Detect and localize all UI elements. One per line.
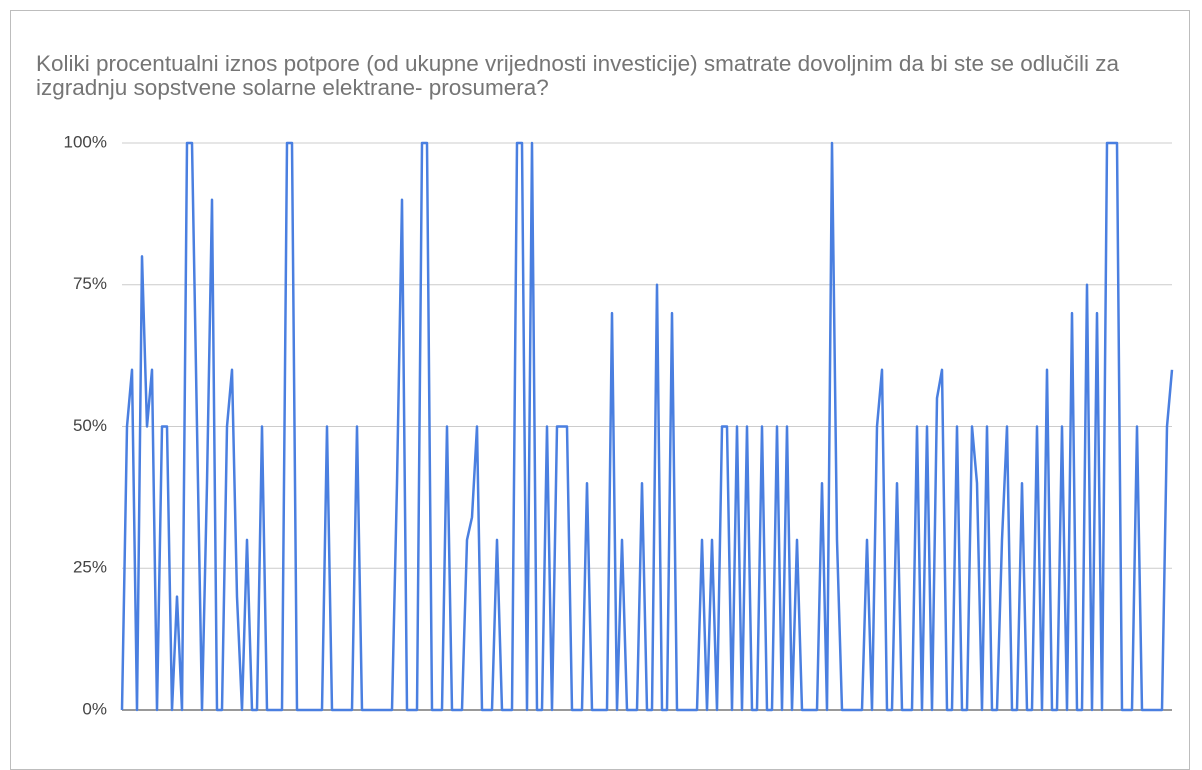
y-tick-label: 100% bbox=[64, 132, 107, 151]
chart: 0% 25% 50% 75% 100% bbox=[64, 132, 1174, 718]
y-tick-label: 25% bbox=[73, 558, 107, 577]
data-line bbox=[120, 141, 1174, 712]
page: Koliki procentualni iznos potpore (od uk… bbox=[10, 10, 1190, 770]
y-tick-label: 0% bbox=[82, 699, 107, 718]
y-tick-label: 50% bbox=[73, 416, 107, 435]
y-tick-label: 75% bbox=[73, 274, 107, 293]
chart-title: Koliki procentualni iznos potpore (od uk… bbox=[36, 51, 1120, 100]
